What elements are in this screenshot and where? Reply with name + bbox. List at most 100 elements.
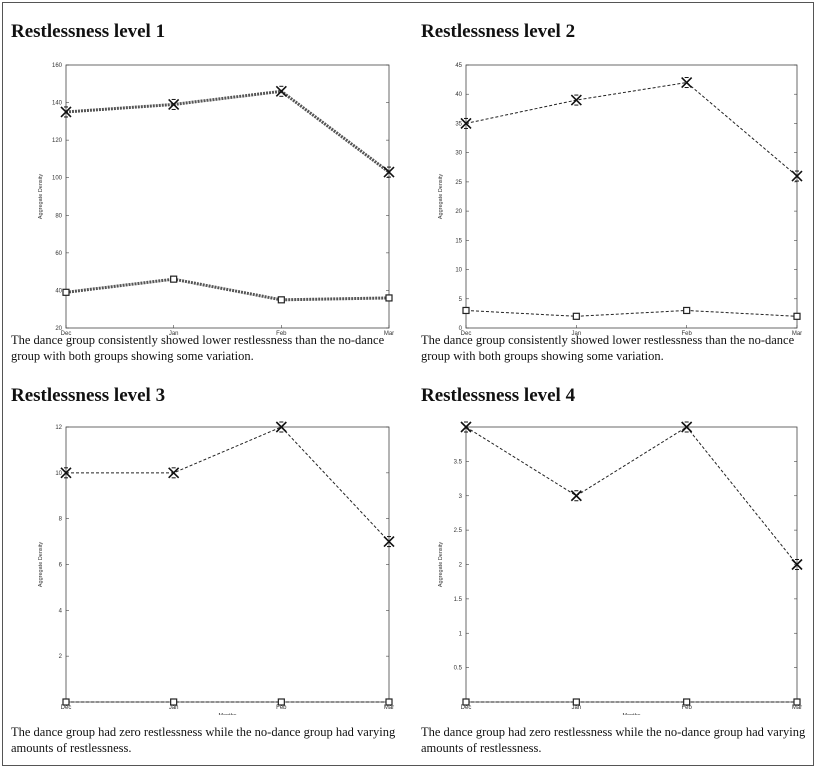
y-tick-label: 35 (455, 121, 462, 127)
x-tick-label: Feb (681, 331, 692, 335)
data-point-square (170, 275, 178, 283)
y-axis-label: Aggregate Density (38, 542, 44, 587)
y-tick-label: 140 (52, 101, 63, 107)
x-tick-label: Feb (276, 705, 287, 711)
plot-frame (65, 426, 390, 703)
x-axis-label: Months (622, 713, 640, 715)
panel-caption: The dance group had zero restlessness wh… (421, 725, 806, 755)
y-tick-label: 3 (459, 494, 463, 500)
data-point-square (170, 698, 178, 706)
data-point-x (460, 117, 472, 130)
x-tick-label: Jan (169, 331, 179, 335)
y-tick-label: 120 (52, 138, 63, 144)
data-point-square (277, 698, 285, 706)
y-tick-label: 12 (55, 425, 62, 431)
data-point-x (275, 85, 287, 97)
data-point-square (277, 296, 285, 304)
y-tick-label: 30 (455, 151, 462, 157)
y-tick-label: 2 (59, 654, 63, 660)
chart-restlessness-level-1: 20406080100120140160DecJanFebMarMonthsAg… (38, 63, 395, 335)
y-tick-label: 6 (59, 563, 63, 569)
panel-restlessness-level-1: Restlessness level 1 20 40 60 80 100 120 140 16… (11, 21, 411, 363)
y-tick-label: 1.5 (454, 597, 463, 603)
data-point-square (793, 312, 801, 320)
y-tick-label: 100 (52, 176, 63, 182)
data-point-x (570, 490, 582, 502)
x-axis-label: Months (218, 713, 236, 715)
x-tick-label: Dec (461, 705, 472, 711)
data-point-x (60, 467, 72, 479)
x-tick-label: Jan (571, 331, 581, 335)
y-tick-label: 40 (55, 288, 62, 294)
series-line (66, 426, 390, 542)
plot-frame (65, 64, 390, 329)
data-point-square (385, 294, 393, 302)
y-tick-label: 1 (459, 631, 463, 637)
y-tick-label: 20 (455, 209, 462, 215)
data-point-x (681, 421, 693, 433)
data-point-square (683, 306, 691, 315)
y-tick-label: 4 (59, 608, 63, 614)
x-tick-label: Jan (571, 705, 581, 711)
data-point-x (275, 421, 287, 433)
y-axis-label: Aggregate Density (438, 174, 444, 219)
x-tick-label: Dec (61, 331, 72, 335)
panel-caption: The dance group consistently showed lowe… (11, 333, 385, 363)
series-line (465, 426, 798, 565)
y-tick-label: 0.5 (454, 666, 463, 672)
x-tick-label: Jan (169, 705, 179, 711)
chart-restlessness-level-4: 0.5 1 1.5 2 2.5 3 3.5 Dec Jan Feb Mar Months Aggrega… (438, 421, 803, 715)
data-point-x (383, 536, 395, 548)
data-point-square (462, 698, 470, 706)
data-point-x (168, 467, 180, 479)
x-tick-label: Mar (792, 705, 802, 711)
data-point-x (460, 421, 472, 433)
series-line (65, 277, 390, 302)
series-line (65, 89, 390, 174)
x-tick-label: Dec (61, 705, 72, 711)
panel-title: Restlessness level 3 (11, 385, 166, 406)
panel-restlessness-level-4: Restlessness level 4 0.5 1 1.5 2 2.5 3 3.5 Dec J… (421, 385, 818, 765)
data-point-x (168, 98, 180, 111)
series-line (465, 82, 798, 177)
y-tick-label: 5 (459, 297, 463, 303)
plot-frame (465, 426, 798, 703)
data-point-x (383, 166, 395, 178)
data-point-square (385, 698, 393, 706)
y-tick-label: 80 (55, 213, 62, 219)
y-tick-label: 15 (455, 238, 462, 244)
x-tick-label: Dec (461, 331, 472, 335)
data-point-square (62, 698, 70, 706)
panel-restlessness-level-2: Restlessness level 2 0 5 10 15 20 25 30 35 40 45 D… (421, 21, 818, 363)
panel-title: Restlessness level 2 (421, 21, 576, 42)
y-tick-label: 60 (55, 251, 62, 257)
chart-restlessness-level-3: 2 4 6 8 10 12 Dec Jan Feb Mar Months Aggregate Dens… (38, 421, 395, 715)
data-point-square (572, 312, 580, 320)
data-point-square (683, 698, 691, 706)
y-tick-label: 20 (55, 326, 62, 332)
y-tick-label: 8 (59, 517, 63, 523)
data-point-square (62, 288, 70, 296)
chart-restlessness-level-2: 051015202530354045DecJanFebMarMonthsAggr… (438, 63, 803, 335)
y-tick-label: 2.5 (454, 528, 463, 534)
data-point-x (791, 558, 803, 571)
y-tick-label: 25 (455, 180, 462, 186)
data-point-x (681, 76, 693, 89)
plot-frame (465, 64, 798, 329)
y-tick-label: 45 (455, 63, 462, 69)
series-line (465, 309, 798, 317)
data-point-x (60, 106, 72, 118)
y-tick-label: 0 (459, 326, 463, 332)
panel-title: Restlessness level 1 (11, 21, 166, 42)
x-tick-label: Mar (384, 331, 394, 335)
x-tick-label: Feb (681, 705, 692, 711)
y-tick-label: 10 (55, 471, 62, 477)
y-tick-label: 40 (455, 92, 462, 98)
data-point-x (570, 94, 582, 106)
x-tick-label: Mar (384, 705, 394, 711)
x-tick-label: Feb (276, 331, 287, 335)
data-point-square (462, 306, 470, 315)
y-tick-label: 2 (459, 563, 463, 569)
y-axis-label: Aggregate Density (438, 542, 444, 587)
